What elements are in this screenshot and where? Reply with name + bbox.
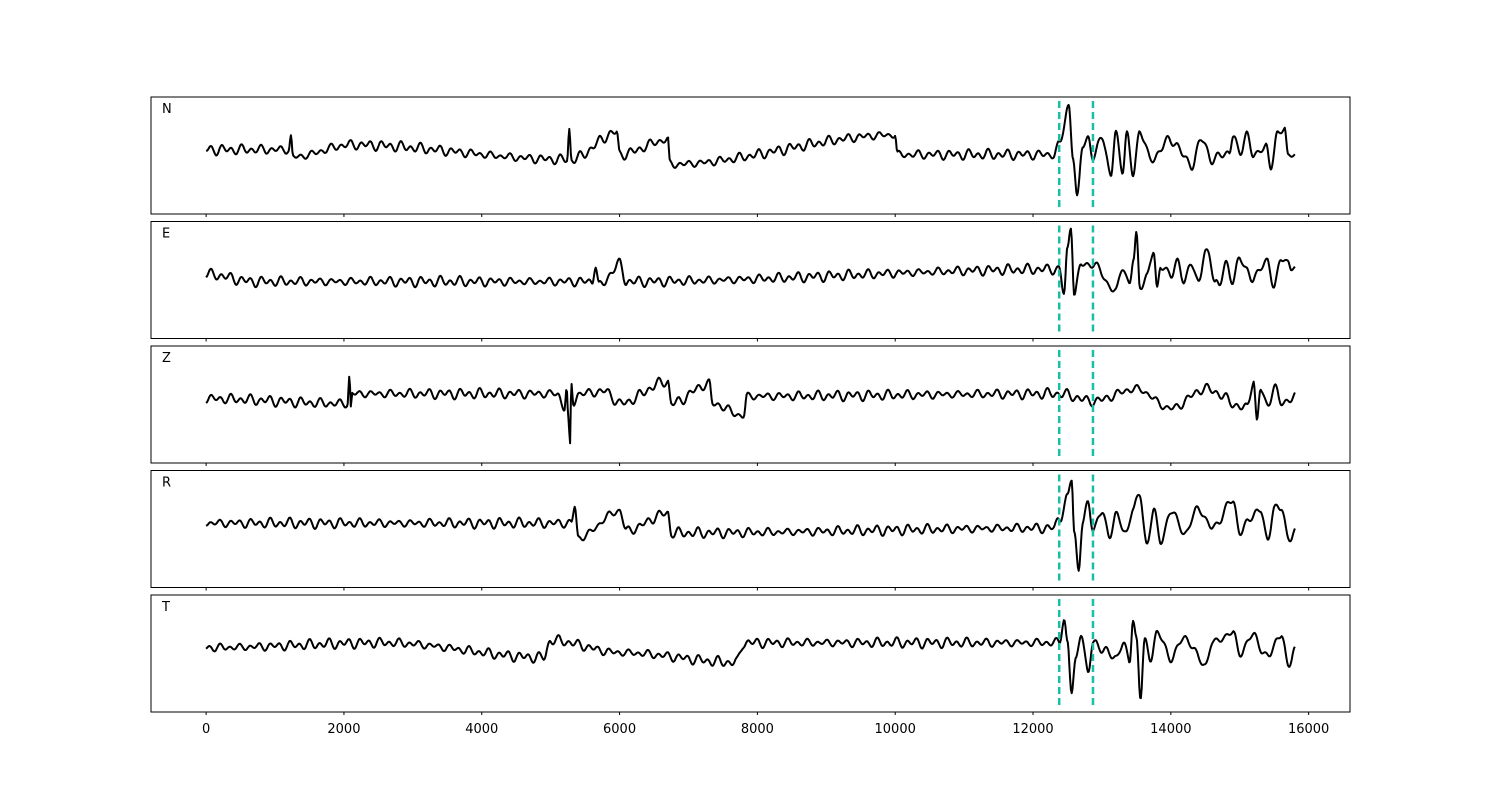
x-tick-label: 4000 [465,722,498,737]
panel-frame [150,470,1351,588]
x-tick-label: 12000 [1012,722,1053,737]
panel-label: Z [162,351,171,366]
panel-frame [150,221,1351,339]
panel-z: Z [150,345,1351,466]
panels-layer: N E Z R T [150,96,1351,715]
panel-r: R [150,470,1351,591]
x-tick-label: 2000 [327,722,360,737]
waveform-trace [205,227,1296,296]
panel-label: R [162,476,171,491]
panel-t: T [150,594,1351,715]
panel-frame [150,345,1351,464]
panel-frame [150,96,1351,215]
panel-n: N [150,96,1351,217]
panel-frame [150,594,1351,713]
panel-label: E [162,227,170,242]
waveform-trace [205,619,1296,700]
x-tick-label: 10000 [875,722,916,737]
panel-label: N [162,102,172,117]
waveform-trace [205,103,1296,197]
panel-e: E [150,221,1351,342]
x-axis: 0 2000 4000 6000 8000 10000 12000 14000 16000 [202,722,1329,737]
panel-label: T [161,600,170,615]
waveform-trace [205,375,1296,445]
x-tick-label: 6000 [603,722,636,737]
x-tick-label: 8000 [741,722,774,737]
x-tick-label: 14000 [1150,722,1191,737]
x-tick-label: 16000 [1288,722,1329,737]
x-tick-label: 0 [202,722,210,737]
waveform-trace [205,479,1296,572]
